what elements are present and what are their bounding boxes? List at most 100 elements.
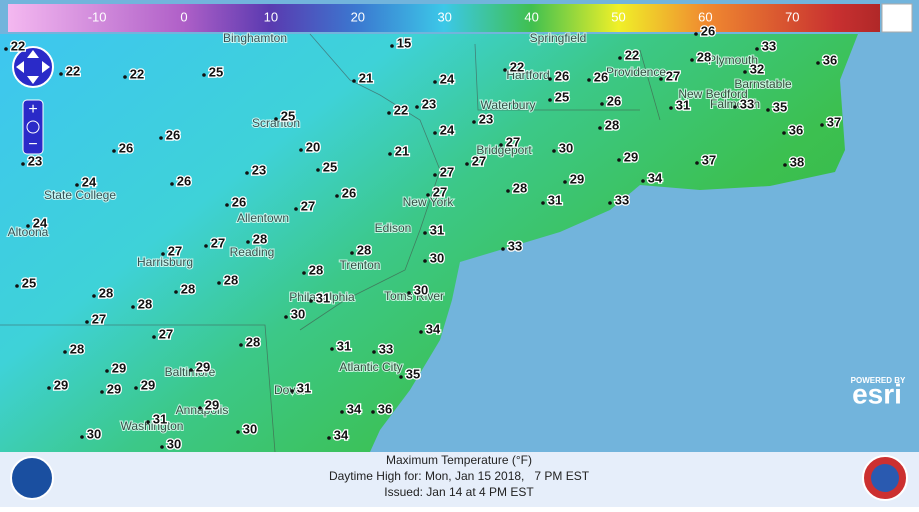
station-dot [236, 430, 240, 434]
station-dot [309, 299, 313, 303]
station-dot [641, 179, 645, 183]
land [0, 34, 858, 452]
zoom-in[interactable]: + [28, 101, 37, 118]
temperature: 20 [306, 139, 320, 154]
station-dot [503, 68, 507, 72]
nav-controls[interactable]: + − [12, 46, 54, 155]
station-dot [563, 180, 567, 184]
footer-subtitle: Daytime High for: Mon, Jan 15 2018, 7 PM… [329, 469, 590, 483]
city-label: Atlantic City [339, 360, 402, 374]
temperature: 24 [440, 71, 455, 86]
temperature: 34 [648, 170, 663, 185]
station-dot [146, 420, 150, 424]
city-label: Toms River [384, 289, 444, 303]
temperature: 27 [159, 326, 173, 341]
station-dot [160, 445, 164, 449]
temperature: 23 [252, 162, 266, 177]
station-dot [465, 162, 469, 166]
station-dot [423, 231, 427, 235]
temperature: 25 [209, 64, 223, 79]
temperature: 31 [297, 380, 311, 395]
temperature: 23 [28, 153, 42, 168]
temperature: 27 [211, 235, 225, 250]
scale-label: 60 [698, 9, 712, 24]
temperature: 27 [92, 311, 106, 326]
city-label: Hartford [506, 68, 549, 82]
temperature: 29 [205, 397, 219, 412]
station-dot [316, 168, 320, 172]
temperature: 22 [66, 63, 80, 78]
temperature: 31 [153, 411, 167, 426]
pan-control[interactable] [12, 46, 54, 88]
nws-logo-inner [871, 464, 899, 492]
pan-arrows [16, 50, 50, 84]
station-dot [372, 350, 376, 354]
globe[interactable] [26, 120, 40, 134]
temperature: 27 [433, 184, 447, 199]
zoom-control[interactable] [22, 99, 44, 155]
station-dot [419, 330, 423, 334]
city-label: Edison [375, 221, 412, 235]
station-dot [352, 79, 356, 83]
station-dot [189, 368, 193, 372]
city-label: Springfield [530, 31, 587, 45]
city-label: Falmouth [710, 97, 760, 111]
temperature: 33 [508, 238, 522, 253]
station-dot [387, 111, 391, 115]
station-dot [174, 290, 178, 294]
temperature: 24 [440, 122, 455, 137]
station-dot [170, 182, 174, 186]
station-dot [100, 390, 104, 394]
city-label: New Bedford [678, 87, 747, 101]
temperature: 22 [130, 66, 144, 81]
temperature: 26 [232, 194, 246, 209]
temperature: 35 [773, 99, 787, 114]
city-label: Dover [274, 383, 306, 397]
station-dot [694, 32, 698, 36]
city-label: Barnstable [734, 77, 792, 91]
station-dot [327, 436, 331, 440]
city-label: Binghamton [223, 31, 287, 45]
station-dot [552, 149, 556, 153]
station-dot [131, 305, 135, 309]
temperature: 33 [379, 341, 393, 356]
temperature: 23 [479, 111, 493, 126]
temperature: 28 [181, 281, 195, 296]
city-label: Annapolis [176, 403, 229, 417]
temperature: 28 [605, 117, 619, 132]
station-dot [299, 148, 303, 152]
station-dot [335, 194, 339, 198]
temperature: 28 [357, 242, 371, 257]
temperature: 28 [513, 180, 527, 195]
station-dot [433, 131, 437, 135]
station-dot [63, 350, 67, 354]
temperature: 29 [141, 377, 155, 392]
noaa-logo [10, 456, 54, 500]
station-dot [330, 347, 334, 351]
temperature: 27 [301, 198, 315, 213]
temperature: 28 [697, 49, 711, 64]
temperature: 26 [342, 185, 356, 200]
station-dot [388, 152, 392, 156]
city-label: Washington [121, 419, 184, 433]
station-dot [340, 410, 344, 414]
temperature: 28 [138, 296, 152, 311]
temperature: 34 [334, 427, 349, 442]
temperature: 31 [337, 338, 351, 353]
station-dot [47, 386, 51, 390]
temperature: 30 [414, 282, 428, 297]
temperature: 24 [33, 215, 48, 230]
zoom-out[interactable]: − [28, 136, 37, 153]
station-dot [245, 171, 249, 175]
station-dot [548, 98, 552, 102]
city-label: Bridgeport [476, 143, 532, 157]
temperature: 29 [624, 149, 638, 164]
station-dot [225, 203, 229, 207]
station-dot [433, 80, 437, 84]
footer-issued: Issued: Jan 14 at 4 PM EST [384, 485, 534, 499]
station-dot [92, 294, 96, 298]
station-dot [608, 201, 612, 205]
city-label: Providence [606, 65, 666, 79]
temperature: 28 [224, 272, 238, 287]
